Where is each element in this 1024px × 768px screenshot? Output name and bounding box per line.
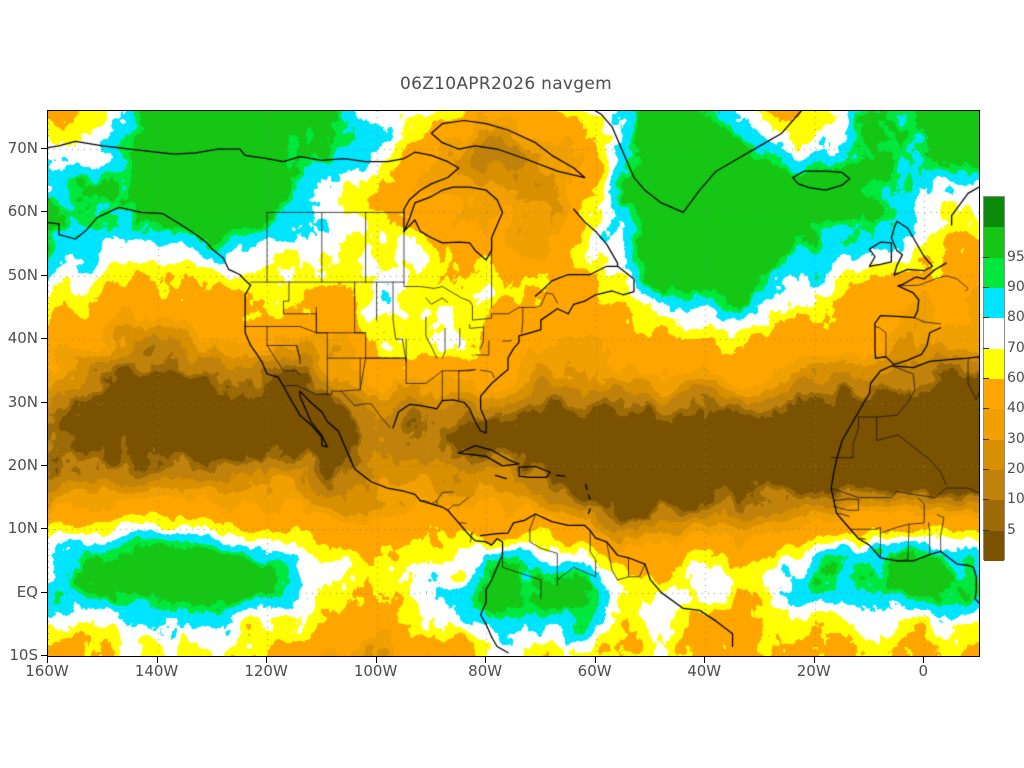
x-tick-mark xyxy=(156,656,158,663)
y-tick-label: EQ xyxy=(16,582,38,601)
colorbar-tick-label: 5 xyxy=(1007,521,1016,538)
colorbar-segment-bright-green xyxy=(984,257,1004,288)
colorbar-tick-label: 70 xyxy=(1007,339,1024,356)
colorbar-segment-dark-brown xyxy=(984,530,1004,561)
colorbar-tick-label: 40 xyxy=(1007,400,1024,417)
colorbar-tick-label: 60 xyxy=(1007,370,1024,386)
colorbar-tick-mark xyxy=(983,469,989,470)
y-tick-label: 30N xyxy=(7,392,38,411)
colorbar-tick-mark xyxy=(983,378,989,379)
x-tick-mark xyxy=(704,656,706,663)
colorbar-tick-label: 80 xyxy=(1007,309,1024,326)
y-tick-mark xyxy=(41,401,48,403)
y-tick-mark xyxy=(41,591,48,593)
title-line-model: 06Z10APR2026 navgem xyxy=(399,74,613,94)
colorbar-tick-mark xyxy=(983,408,989,410)
colorbar-tick-label: 10 xyxy=(1007,491,1024,508)
colorbar-segment-brown xyxy=(984,500,1004,531)
colorbar-tick-label: 95 xyxy=(1007,248,1024,265)
x-tick-mark xyxy=(923,656,925,663)
colorbar-segment-yellow xyxy=(984,348,1004,379)
x-tick-mark xyxy=(485,656,487,663)
y-tick-mark xyxy=(41,528,48,530)
colorbar-tick-mark xyxy=(983,529,989,531)
y-tick-mark xyxy=(41,148,48,150)
colorbar-segment-white xyxy=(984,318,1004,349)
y-tick-label: 50N xyxy=(7,265,38,284)
colorbar-segment-light-brown xyxy=(984,470,1004,501)
x-tick-mark xyxy=(375,656,377,663)
humidity-contour-map xyxy=(48,111,979,656)
y-tick-label: 70N xyxy=(7,139,38,158)
y-tick-label: 20N xyxy=(7,455,38,474)
colorbar-segment-green xyxy=(984,227,1004,258)
colorbar-segment-light-orange xyxy=(984,379,1004,410)
colorbar-tick-label: 30 xyxy=(1007,430,1024,447)
x-tick-mark xyxy=(813,656,815,663)
x-tick-label: 160W xyxy=(25,662,69,680)
colorbar-tick-label: 20 xyxy=(1007,461,1024,477)
colorbar-segment-dark-green xyxy=(984,197,1004,228)
colorbar-segment-orange xyxy=(984,409,1004,440)
y-tick-mark xyxy=(41,464,48,466)
x-tick-label: 60W xyxy=(577,662,612,680)
y-tick-label: 60N xyxy=(7,202,38,221)
x-tick-mark xyxy=(594,656,596,663)
x-tick-label: 80W xyxy=(468,662,503,680)
map-plot-area xyxy=(47,110,980,657)
y-tick-mark xyxy=(41,338,48,340)
y-tick-label: 40N xyxy=(7,329,38,348)
colorbar-tick-mark xyxy=(983,287,989,288)
x-tick-mark xyxy=(47,656,48,663)
colorbar-segment-cyan xyxy=(984,288,1004,319)
y-tick-mark xyxy=(41,274,48,276)
colorbar-tick-mark xyxy=(983,317,989,319)
y-tick-mark xyxy=(41,655,48,656)
y-tick-label: 10N xyxy=(7,519,38,538)
colorbar-segment-dark-orange xyxy=(984,439,1004,470)
x-tick-label: 40W xyxy=(687,662,722,680)
colorbar-tick-label: 90 xyxy=(1007,279,1024,295)
x-tick-label: 100W xyxy=(353,662,398,680)
colorbar-tick-mark xyxy=(983,256,989,258)
x-tick-mark xyxy=(266,656,268,663)
colorbar-tick-mark xyxy=(983,499,989,501)
colorbar-tick-mark xyxy=(983,438,989,440)
x-tick-label: 120W xyxy=(244,662,288,680)
y-tick-label: 10S xyxy=(9,646,38,664)
y-tick-mark xyxy=(41,211,48,213)
x-tick-label: 0 xyxy=(918,662,929,680)
colorbar-tick-mark xyxy=(983,347,989,349)
x-tick-label: 140W xyxy=(134,662,179,680)
x-tick-label: 20W xyxy=(796,662,831,680)
